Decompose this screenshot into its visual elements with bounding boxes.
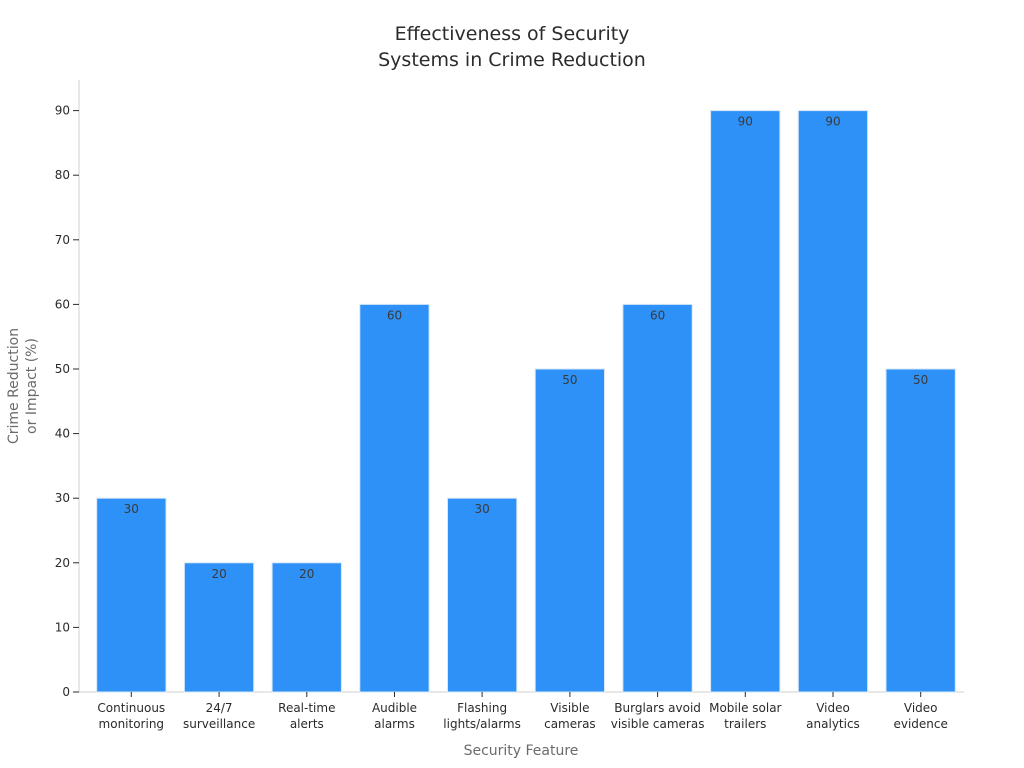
bar-value-label: 90 [825, 115, 840, 129]
x-tick-label: Video [904, 701, 938, 715]
bar-series [96, 110, 956, 693]
bar [271, 562, 342, 693]
x-tick-label: cameras [544, 717, 596, 731]
chart-title-line-1: Effectiveness of Security [395, 23, 630, 45]
x-axis-tick-labels: Continuous monitoring 24/7 surveillance Real… [97, 692, 948, 731]
x-tick-label: monitoring [99, 717, 165, 731]
x-tick-label: Audible [372, 701, 417, 715]
bar [622, 303, 693, 693]
y-axis-title-line-1: Crime Reduction [6, 328, 22, 444]
bar-value-label: 20 [299, 567, 314, 581]
x-tick-label: visible cameras [611, 717, 705, 731]
x-tick-label: Continuous [97, 701, 165, 715]
bar-value-label: 50 [913, 373, 928, 387]
x-axis-title: Security Feature [464, 743, 579, 759]
x-tick-label: Burglars avoid [614, 701, 701, 715]
y-tick-label: 60 [55, 297, 70, 311]
bar [96, 497, 167, 693]
y-tick-label: 80 [55, 168, 70, 182]
y-tick-label: 10 [55, 620, 70, 634]
x-tick-label: surveillance [183, 717, 255, 731]
bar [797, 110, 869, 693]
bar-value-label: 90 [738, 115, 753, 129]
bar-value-label: 30 [474, 502, 489, 516]
y-axis-title: Crime Reduction or Impact (%) [6, 328, 40, 444]
bar [359, 303, 430, 693]
bar-value-label: 50 [562, 373, 577, 387]
bar-value-label: 20 [211, 567, 226, 581]
bar-value-label: 60 [387, 308, 402, 322]
y-axis-ticks: 0 10 20 30 40 50 60 70 80 90 [55, 104, 79, 699]
x-tick-label: Flashing [457, 701, 507, 715]
x-tick-label: Real-time [278, 701, 335, 715]
bar-value-label: 60 [650, 308, 665, 322]
x-tick-label: 24/7 [206, 701, 233, 715]
bar [885, 368, 956, 693]
y-tick-label: 50 [55, 362, 70, 376]
y-tick-label: 40 [55, 427, 70, 441]
x-tick-label: lights/alarms [443, 717, 521, 731]
y-axis-title-line-2: or Impact (%) [24, 338, 40, 434]
y-tick-label: 20 [55, 556, 70, 570]
x-tick-label: Video [816, 701, 850, 715]
x-tick-label: Mobile solar [709, 701, 781, 715]
y-tick-label: 90 [55, 104, 70, 118]
x-tick-label: Visible [550, 701, 589, 715]
bar [710, 110, 781, 693]
y-tick-label: 0 [62, 685, 70, 699]
x-tick-label: analytics [806, 717, 860, 731]
x-tick-label: alarms [374, 717, 415, 731]
data-labels: 30 20 20 60 30 50 60 90 90 50 [124, 115, 929, 581]
chart-title-line-2: Systems in Crime Reduction [378, 49, 646, 71]
y-tick-label: 70 [55, 233, 70, 247]
x-tick-label: alerts [290, 717, 324, 731]
bar [183, 562, 255, 693]
bar [447, 497, 518, 693]
bar-value-label: 30 [124, 502, 139, 516]
x-tick-label: trailers [724, 717, 766, 731]
x-tick-label: evidence [893, 717, 947, 731]
bar [534, 368, 606, 693]
y-tick-label: 30 [55, 491, 70, 505]
